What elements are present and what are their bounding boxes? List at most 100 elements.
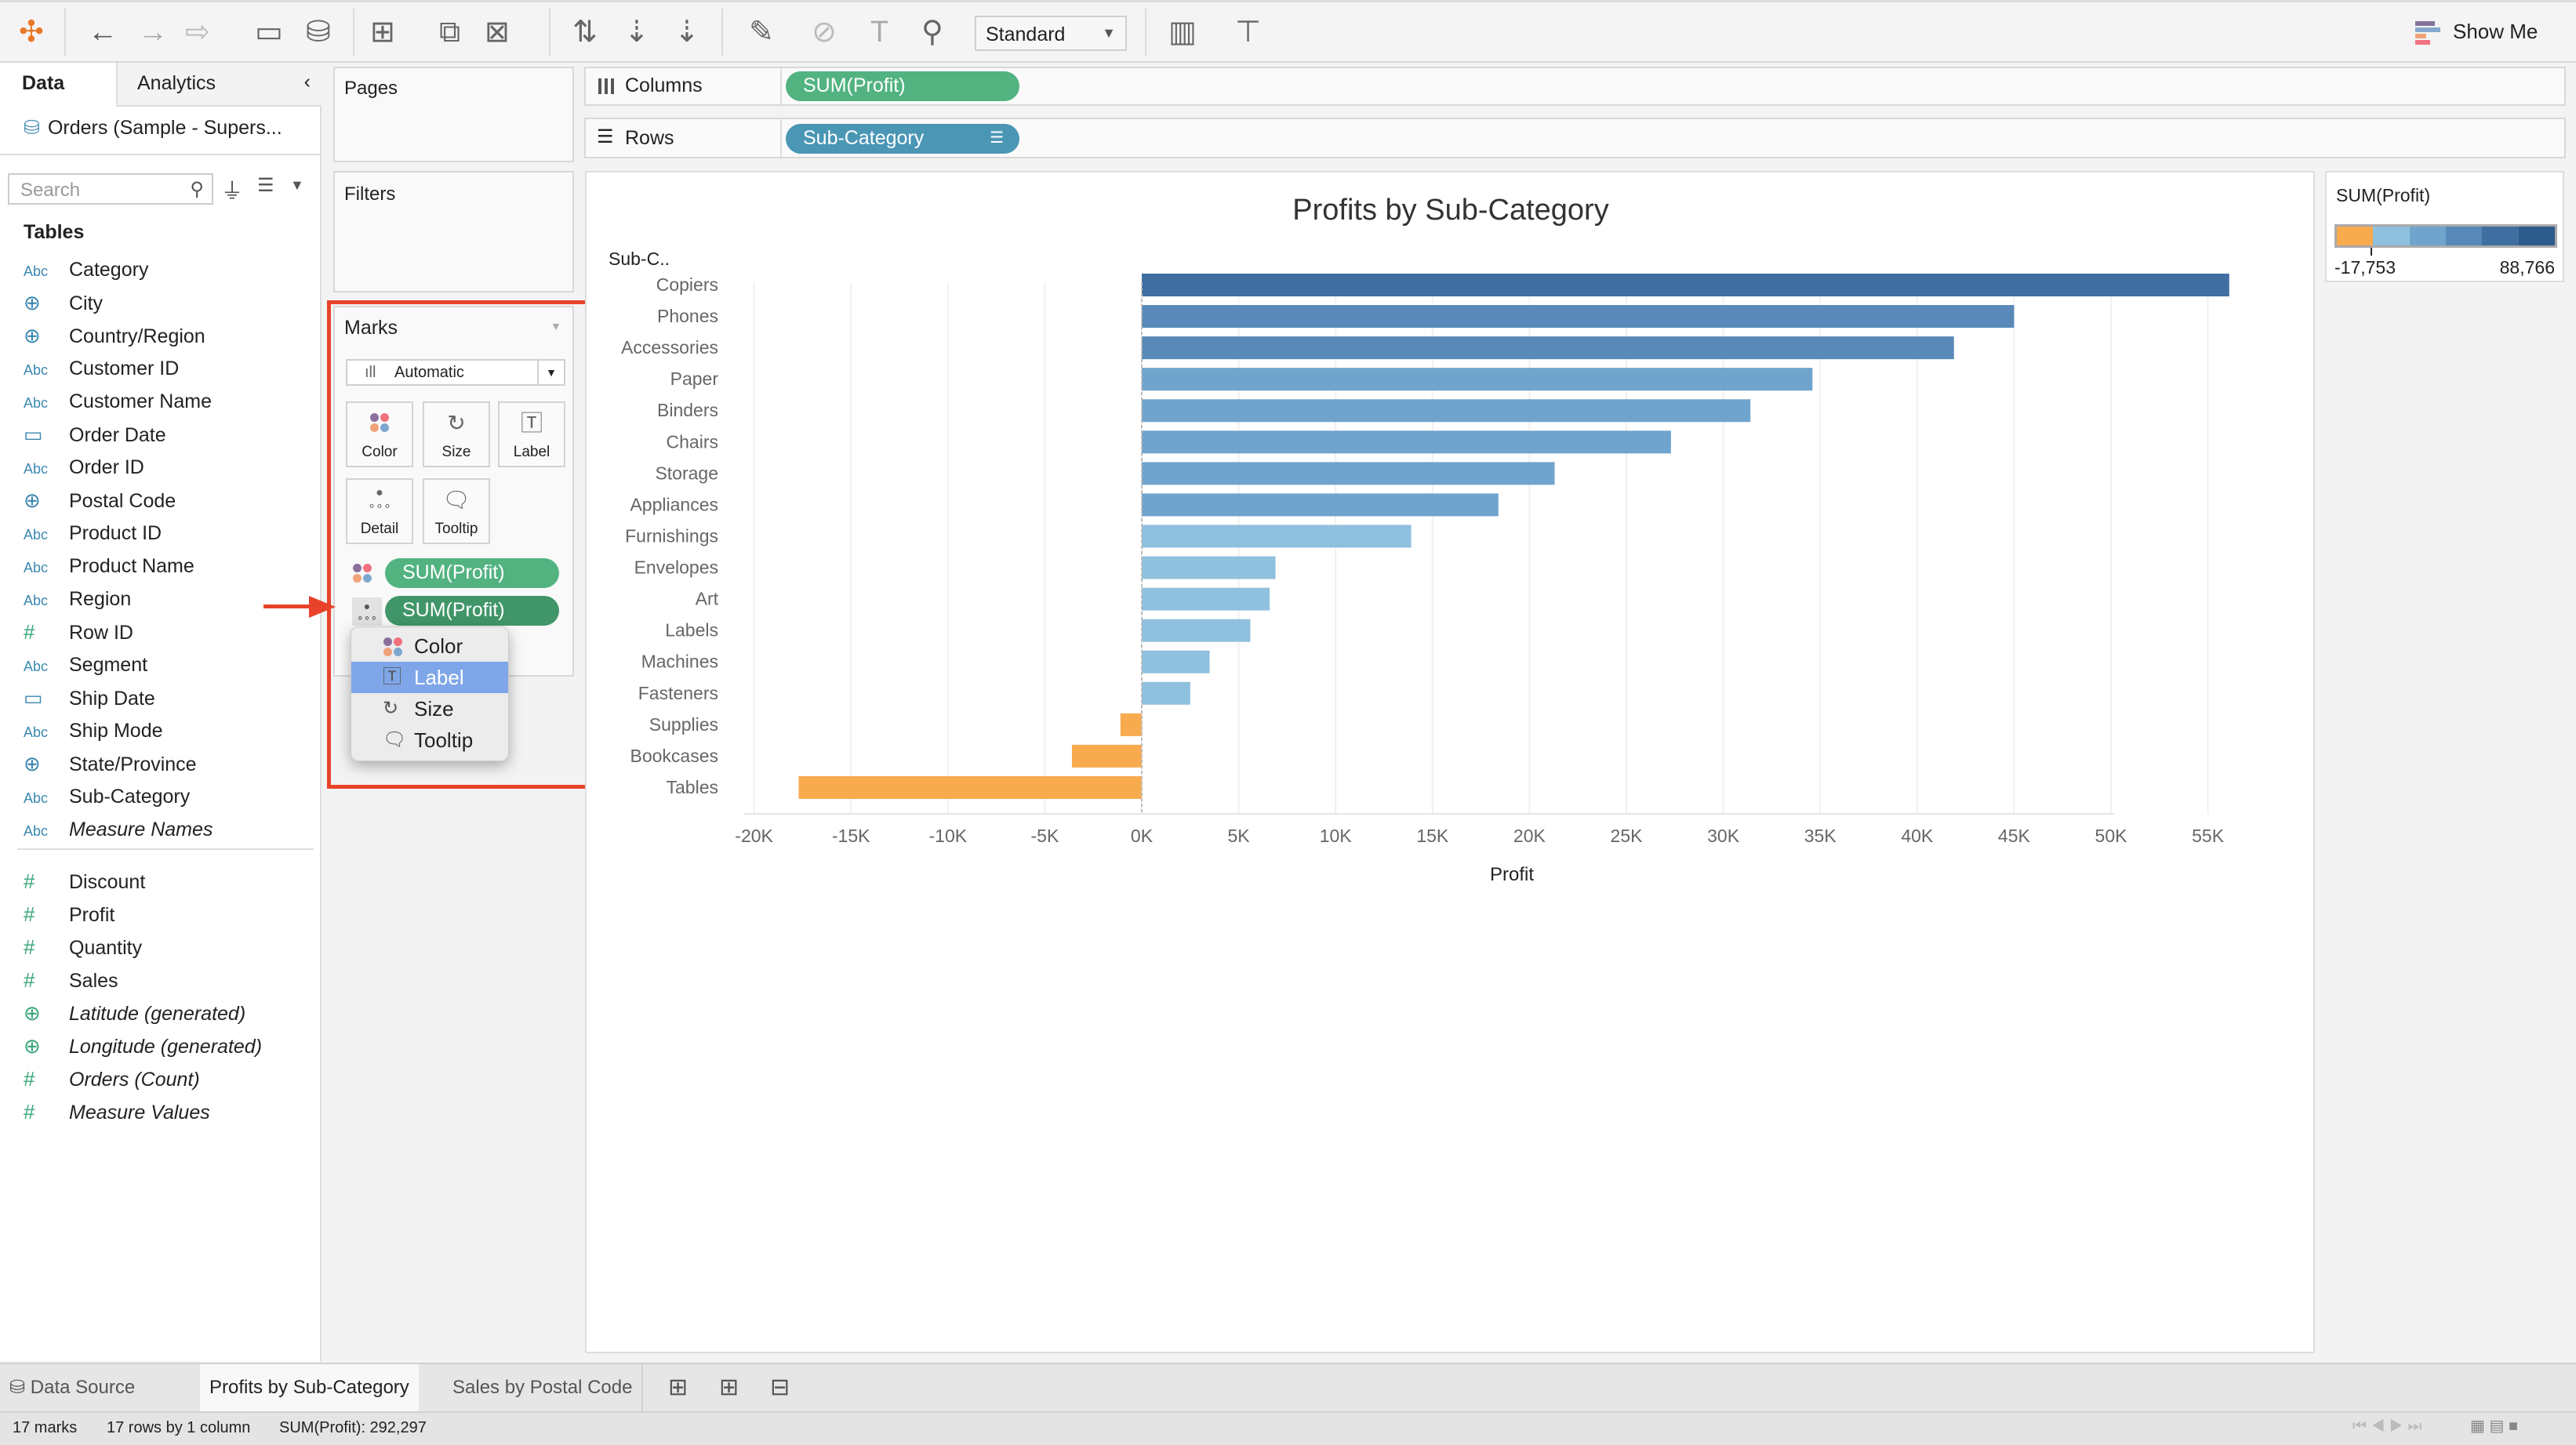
tooltip-button[interactable]: 🗨 Tooltip — [423, 478, 490, 544]
labels-icon[interactable]: T — [870, 16, 889, 49]
menu-item-size[interactable]: ↻ Size — [351, 693, 508, 724]
field-item[interactable]: # Orders (Count) — [24, 1063, 200, 1095]
bar-paper[interactable] — [1142, 368, 1813, 391]
field-item[interactable]: ⊕ City — [24, 287, 103, 318]
menu-item-tooltip[interactable]: 🗨 Tooltip — [351, 724, 508, 756]
chevron-down-icon[interactable]: ▼ — [550, 320, 561, 332]
field-item[interactable]: ⊕ State/Province — [24, 748, 197, 779]
field-item[interactable]: ⊕ Longitude (generated) — [24, 1030, 262, 1062]
bar-labels[interactable] — [1142, 619, 1251, 642]
field-item[interactable]: Abc Region — [24, 583, 131, 615]
clear-sheet-icon[interactable]: ⊠ — [485, 16, 510, 49]
detail-button[interactable]: ● ∘∘∘ Detail — [346, 478, 413, 544]
field-item[interactable]: Abc Ship Mode — [24, 715, 163, 746]
detail-icon[interactable]: ● ∘∘∘ — [352, 597, 382, 626]
new-story-icon[interactable]: ⊟ — [770, 1374, 790, 1400]
size-button[interactable]: ↻ Size — [423, 401, 490, 467]
field-item[interactable]: # Discount — [24, 866, 145, 897]
field-item[interactable]: ▭ Order Date — [24, 419, 166, 450]
field-item[interactable]: Abc Customer Name — [24, 386, 212, 417]
sort-descending-icon[interactable]: ⇣ — [674, 16, 699, 49]
field-item[interactable]: Abc Category — [24, 254, 148, 285]
page-nav-icon[interactable]: ⏮ ◀ ▶ ⏭ — [2353, 1418, 2422, 1435]
tableau-logo-icon[interactable]: ✣ — [19, 16, 44, 49]
tab-analytics[interactable]: Analytics ‹ — [116, 63, 322, 107]
field-item[interactable]: Abc Product ID — [24, 517, 162, 549]
tab-sales-by-postal-code[interactable]: Sales by Postal Code — [443, 1364, 644, 1411]
field-item[interactable]: # Quantity — [24, 931, 142, 963]
pin-icon[interactable]: ⚲ — [921, 16, 943, 49]
replay-icon[interactable]: ⇨ — [185, 16, 210, 49]
field-item[interactable]: # Sales — [24, 964, 118, 996]
field-item[interactable]: Abc Order ID — [24, 452, 144, 483]
bar-art[interactable] — [1142, 587, 1270, 611]
new-dashboard-icon[interactable]: ⊞ — [719, 1374, 739, 1400]
bar-binders[interactable] — [1142, 399, 1751, 423]
field-item[interactable]: # Measure Values — [24, 1096, 210, 1127]
field-item[interactable]: ⊕ Postal Code — [24, 485, 176, 516]
bar-machines[interactable] — [1142, 650, 1210, 673]
new-worksheet-icon[interactable]: ⊞ — [668, 1374, 689, 1400]
label-button[interactable]: 🅃 Label — [498, 401, 565, 467]
save-icon[interactable]: ▭ — [255, 16, 283, 49]
bar-chairs[interactable] — [1142, 430, 1671, 454]
field-item[interactable]: Abc Product Name — [24, 550, 194, 582]
new-worksheet-icon[interactable]: ⊞ — [370, 16, 395, 49]
bar-storage[interactable] — [1142, 462, 1555, 485]
bar-copiers[interactable] — [1142, 274, 2229, 296]
group-icon[interactable]: ⊘ — [812, 16, 837, 49]
undo-icon[interactable]: ← — [88, 16, 118, 49]
bar-appliances[interactable] — [1142, 493, 1499, 517]
field-item[interactable]: Abc Measure Names — [24, 814, 213, 845]
bar-phones[interactable] — [1142, 305, 2015, 329]
field-item[interactable]: Abc Segment — [24, 649, 147, 681]
bar-tables[interactable] — [798, 775, 1142, 799]
tab-data-source[interactable]: ⛁ Data Source — [0, 1364, 144, 1411]
highlight-icon[interactable]: ✎ — [749, 16, 774, 49]
filter-icon[interactable]: ⏚ — [221, 179, 244, 203]
menu-item-label[interactable]: 🅃 Label — [351, 662, 508, 693]
bar-envelopes[interactable] — [1142, 556, 1276, 579]
menu-item-color[interactable]: Color — [351, 630, 508, 662]
view-toggle-icon[interactable]: ▦ ▤ ■ — [2470, 1418, 2518, 1435]
bar-furnishings[interactable] — [1142, 525, 1412, 548]
columns-shelf[interactable]: Columns SUM(Profit) — [584, 67, 2566, 106]
field-item[interactable]: Abc Customer ID — [24, 353, 179, 384]
rows-subcategory-pill[interactable]: Sub-Category ☰ — [786, 124, 1019, 154]
field-item[interactable]: ▭ Ship Date — [24, 682, 155, 713]
bar-fasteners[interactable] — [1142, 681, 1190, 705]
presentation-icon[interactable]: ⊤ — [1235, 16, 1262, 49]
collapse-icon[interactable]: ‹ — [303, 71, 311, 93]
sort-ascending-icon[interactable]: ⇣ — [624, 16, 649, 49]
search-input[interactable]: Search ⚲ — [8, 173, 213, 205]
bar-bookcases[interactable] — [1072, 744, 1142, 768]
color-profit-pill[interactable]: SUM(Profit) — [385, 558, 559, 588]
field-item[interactable]: # Row ID — [24, 616, 133, 648]
mark-type-dropdown[interactable]: ıll Automatic ▼ — [346, 359, 565, 386]
field-item[interactable]: ⊕ Latitude (generated) — [24, 997, 245, 1029]
bar-accessories[interactable] — [1142, 336, 1954, 360]
rows-shelf[interactable]: ☰ Rows Sub-Category ☰ — [584, 118, 2566, 158]
detail-profit-pill[interactable]: SUM(Profit) — [385, 596, 559, 626]
fit-dropdown[interactable]: Standard ▼ — [975, 16, 1127, 51]
redo-icon[interactable]: → — [138, 16, 168, 49]
field-item[interactable]: ⊕ Country/Region — [24, 320, 205, 351]
field-item[interactable]: Abc Sub-Category — [24, 781, 190, 812]
fit-icon[interactable]: ▥ — [1168, 16, 1197, 49]
datasource-item[interactable]: ⛁ Orders (Sample - Supers... — [24, 116, 282, 140]
sort-icon[interactable]: ☰ — [990, 129, 1004, 147]
tab-data[interactable]: Data — [22, 72, 65, 94]
list-view-icon[interactable]: ☰ — [257, 175, 274, 196]
duplicate-sheet-icon[interactable]: ⧉ — [439, 16, 461, 49]
chevron-down-icon[interactable]: ▼ — [290, 177, 304, 193]
color-legend[interactable]: SUM(Profit) -17,753 88,766 — [2325, 171, 2564, 282]
pages-card[interactable]: Pages — [333, 67, 574, 162]
filters-card[interactable]: Filters — [333, 171, 574, 292]
bar-supplies[interactable] — [1120, 713, 1142, 736]
show-me-button[interactable]: Show Me — [2415, 20, 2538, 46]
field-item[interactable]: # Profit — [24, 899, 114, 930]
swap-icon[interactable]: ⇅ — [572, 16, 598, 49]
color-button[interactable]: Color — [346, 401, 413, 467]
columns-profit-pill[interactable]: SUM(Profit) — [786, 71, 1019, 101]
new-datasource-icon[interactable]: ⛁ — [306, 16, 331, 49]
